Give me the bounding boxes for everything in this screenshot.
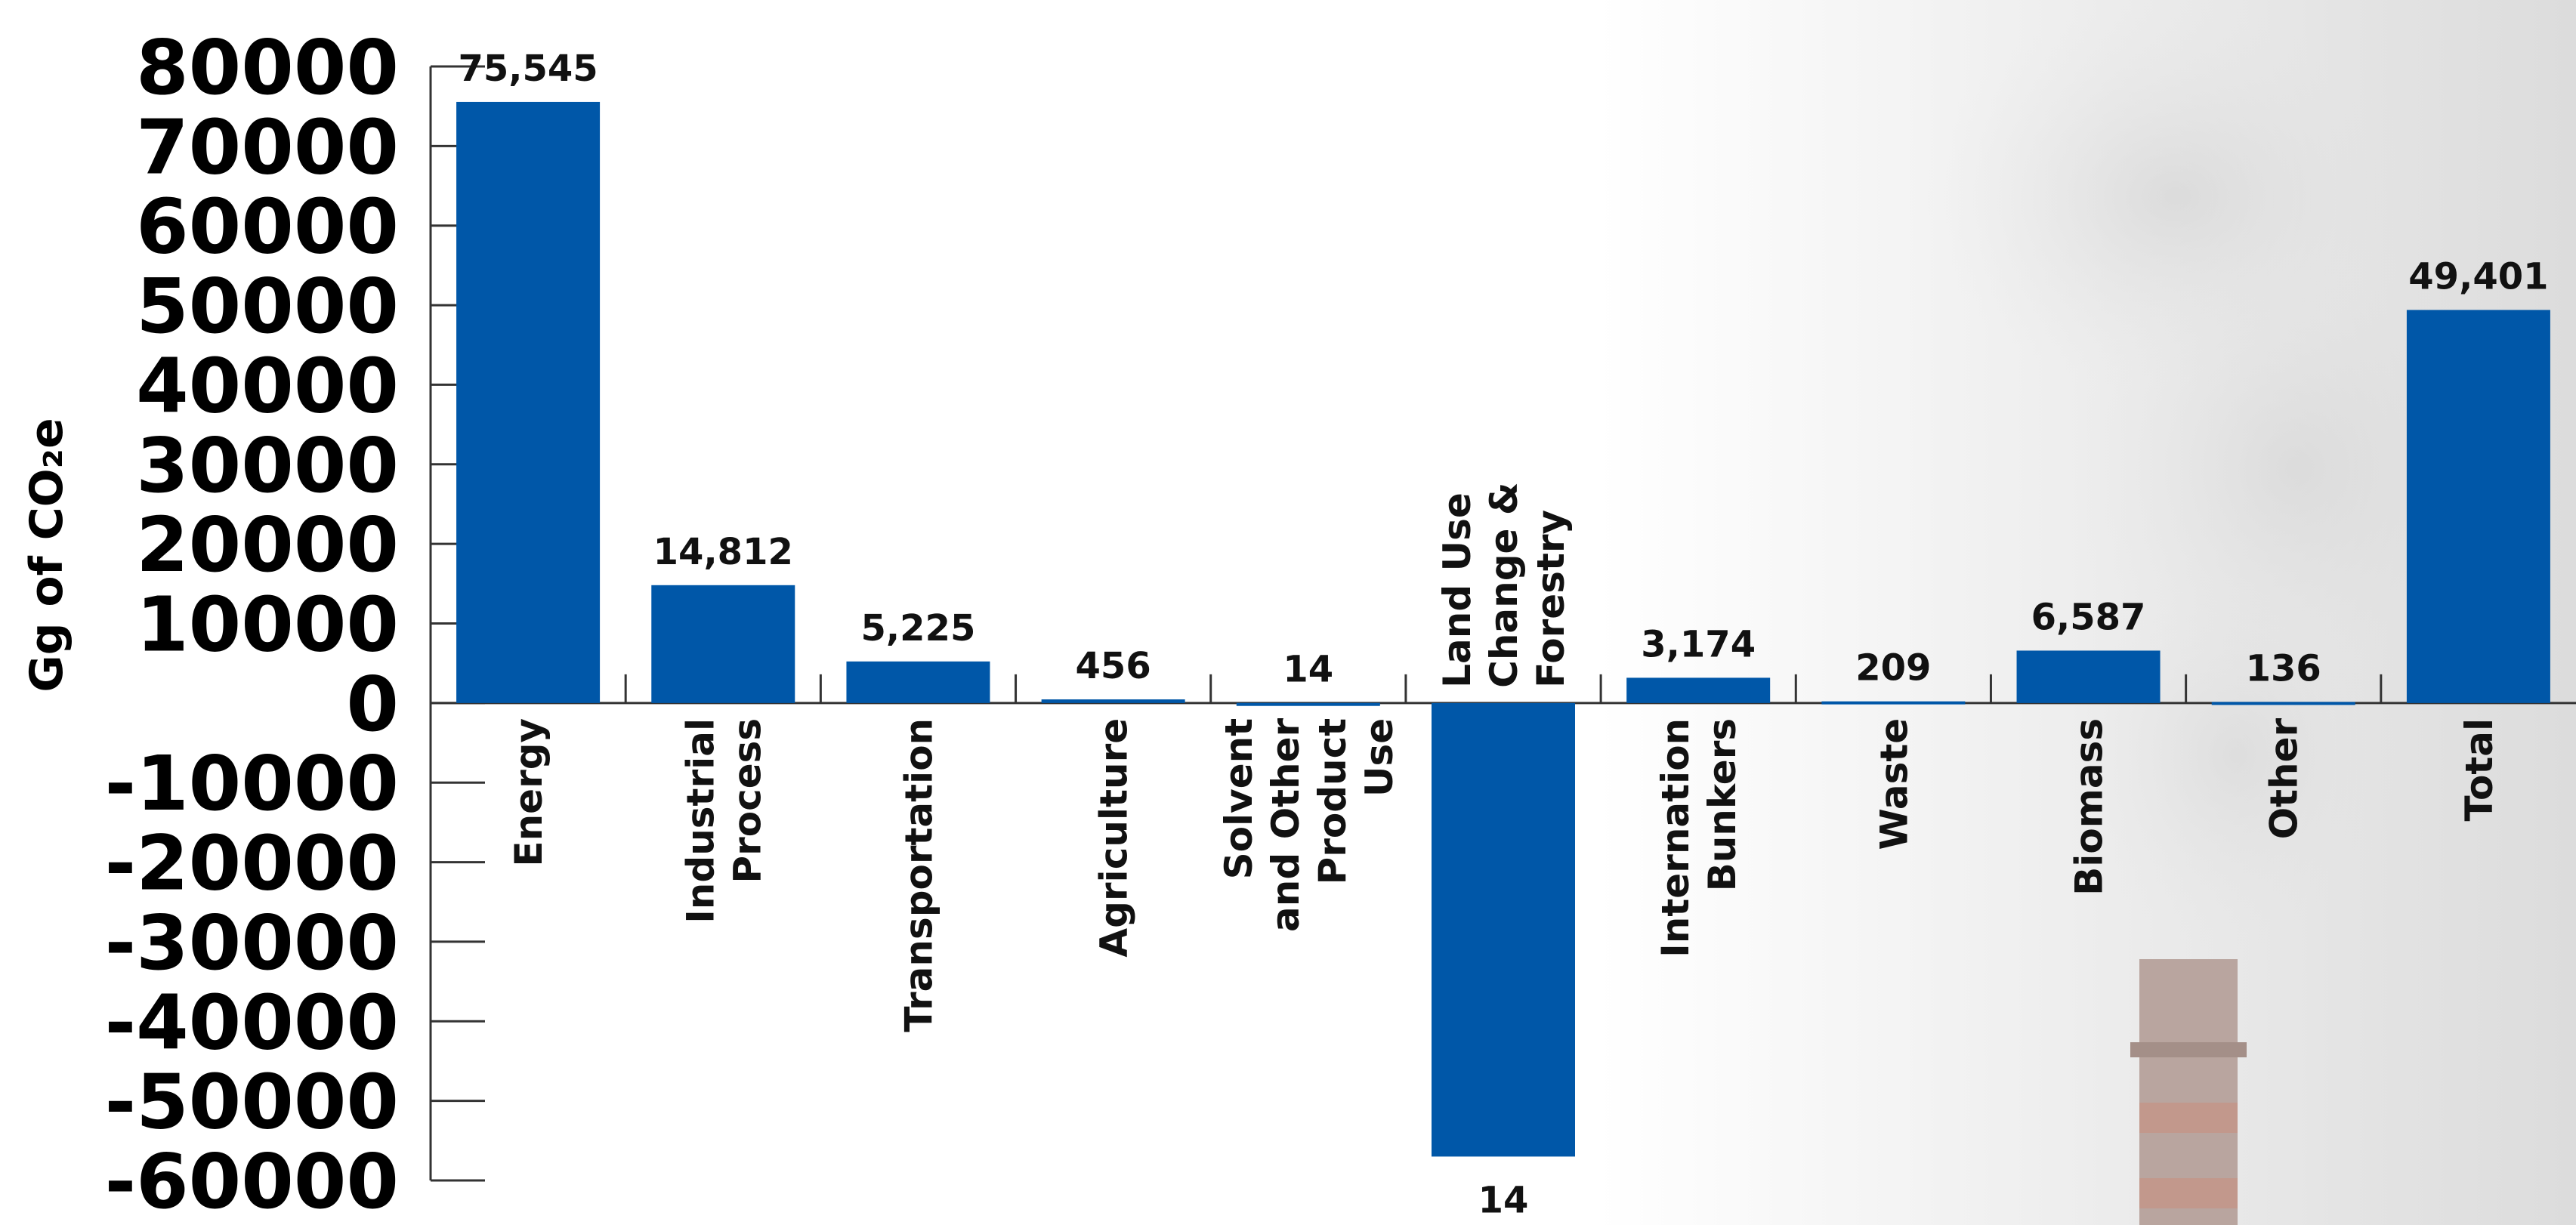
y-tick-label: 70000 [136,103,399,191]
y-tick-label: -30000 [105,899,399,987]
y-axis-title: Gg of CO₂e [20,418,73,692]
y-tick-label: -20000 [105,819,399,908]
category-label-line: Total [2457,718,2501,822]
category-label-2: Transportation [897,718,941,1032]
bar-1 [651,585,795,703]
category-label-10: Total [2457,718,2501,822]
category-label-line: Energy [507,718,551,867]
category-label-line: Process [725,718,769,884]
bar-0 [456,101,601,703]
bar-3 [1041,699,1185,703]
category-label-0: Energy [507,718,551,867]
bar-6 [1626,677,1771,703]
data-label-9: 136 [2246,647,2321,690]
category-label-line: Change & [1482,483,1526,688]
data-label-8: 6,587 [2031,596,2146,638]
y-tick-label: 60000 [136,183,399,271]
data-label-4: 14 [1283,649,1333,691]
y-tick-label: 30000 [136,421,399,510]
bar-7 [1821,701,1966,705]
data-label-5: 14 [1478,1179,1529,1221]
category-label-line: Solvent [1217,718,1261,880]
y-tick-label: 50000 [136,262,399,350]
data-label-3: 456 [1076,645,1151,687]
data-label-10: 49,401 [2408,255,2548,298]
y-tick-label: -50000 [105,1058,399,1146]
category-label-line: Industrial [678,718,722,924]
y-tick-label: -60000 [105,1137,399,1225]
y-tick-label: 10000 [136,581,399,669]
data-label-1: 14,812 [653,531,793,573]
category-label-line: Land Use [1435,492,1479,688]
category-label-line: Internation [1654,718,1697,958]
y-tick-label: 80000 [136,23,399,112]
y-tick-label: -10000 [105,739,399,828]
data-label-2: 5,225 [861,607,976,650]
category-label-line: Use [1357,718,1401,797]
data-labels: 75,545 14,812 5,225 456 14 14 3,174 209 6,587 136… [458,48,2548,1221]
category-label-line: Bunkers [1700,718,1744,892]
category-label-5: Land Use Change & Forestry [1435,483,1573,688]
data-label-6: 3,174 [1641,623,1756,665]
y-tick-label: 40000 [136,341,399,430]
category-label-4: Solvent and Other Product Use [1217,718,1401,932]
category-label-7: Waste [1872,718,1916,850]
bar-10 [2406,310,2550,703]
category-label-9: Other [2262,718,2306,840]
category-label-3: Agriculture [1092,718,1136,958]
y-axis: 8000070000600005000040000300002000010000… [105,23,2576,1225]
category-label-line: and Other [1264,718,1308,932]
category-label-line: Waste [1872,718,1916,850]
y-tick-label: -40000 [105,978,399,1066]
bar-9 [2211,702,2355,705]
category-label-line: Agriculture [1092,718,1136,958]
category-label-8: Biomass [2068,718,2111,896]
data-label-0: 75,545 [458,48,598,90]
category-label-line: Product [1311,718,1354,885]
category-label-6: Internation Bunkers [1654,718,1744,958]
category-label-line: Transportation [897,718,941,1032]
category-label-line: Forestry [1529,510,1573,688]
bar-5 [1432,702,1575,1157]
chimney [2130,959,2247,1225]
data-label-7: 209 [1855,647,1931,690]
bar-4 [1236,702,1380,706]
category-label-line: Other [2262,718,2306,840]
bars [456,101,2550,1157]
bar-8 [2016,650,2161,703]
category-label-line: Biomass [2068,718,2111,896]
bar-2 [846,661,990,703]
category-labels: Energy Industrial Process Transportation Agr… [507,483,2501,1032]
category-label-1: Industrial Process [678,718,769,924]
y-tick-label: 0 [346,660,399,748]
y-tick-label: 20000 [136,501,399,589]
